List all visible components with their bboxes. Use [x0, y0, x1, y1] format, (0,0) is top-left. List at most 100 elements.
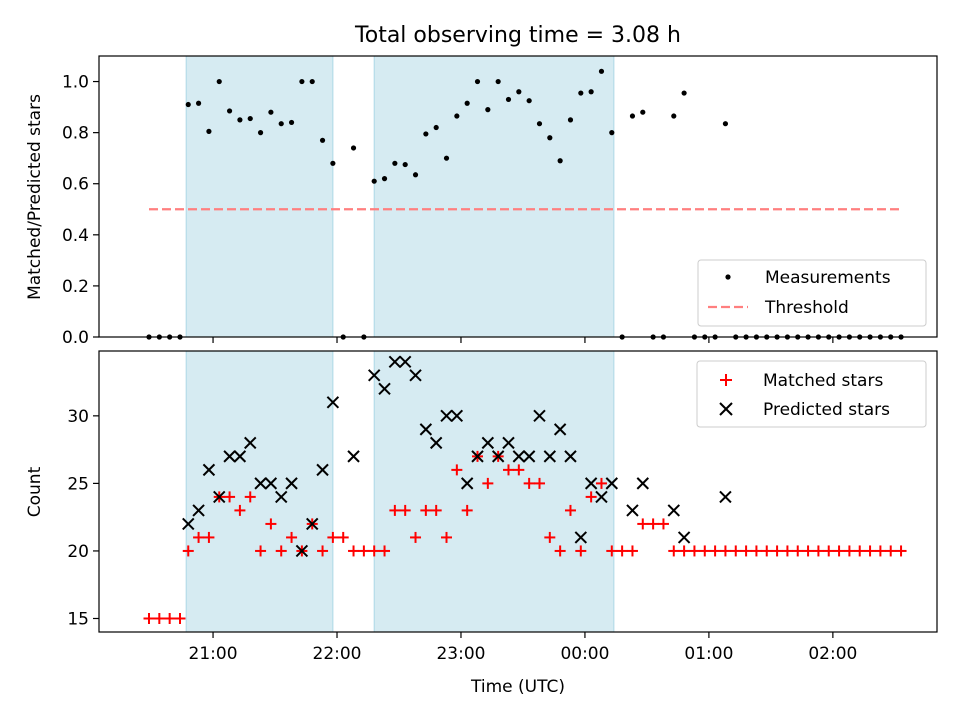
predicted-point [192, 504, 205, 517]
matched-point [874, 545, 886, 557]
y-tick-label: 0.4 [62, 226, 89, 246]
predicted-point [543, 450, 557, 463]
matched-point [265, 518, 277, 530]
matched-point [482, 477, 494, 489]
y-tick-label: 0.6 [62, 175, 89, 195]
matched-point [792, 545, 804, 557]
y-tick-label: 0.0 [62, 328, 89, 348]
matched-point [709, 545, 721, 557]
ratio-panel: 0.0 0.2 0.4 0.6 0.8 1.0 Matched/Predicted sta… [25, 55, 938, 348]
matched-point [513, 464, 525, 476]
matched-point [554, 545, 566, 557]
predicted-points [182, 355, 732, 558]
predicted-point [264, 477, 278, 490]
matched-point [812, 545, 824, 557]
matched-point [523, 477, 535, 489]
predicted-point [512, 450, 526, 463]
measurement-point [722, 121, 729, 127]
predicted-point [719, 490, 732, 504]
predicted-point [533, 409, 546, 423]
matched-point [399, 504, 411, 516]
matched-point [771, 545, 783, 557]
matched-point [461, 504, 473, 516]
measurement-point [640, 109, 646, 115]
predicted-point [553, 423, 567, 436]
measurement-point [567, 117, 574, 123]
legend-predicted-label: Predicted stars [763, 400, 890, 420]
top-x-ticks [212, 337, 834, 343]
matched-point [337, 531, 349, 543]
matched-point [441, 531, 453, 543]
matched-point [275, 545, 287, 557]
shaded-interval [185, 350, 334, 633]
matched-point [606, 545, 618, 557]
predicted-point [419, 423, 433, 436]
matched-point [533, 477, 545, 489]
matched-point [143, 612, 155, 624]
matched-point [502, 464, 514, 476]
matched-point [327, 531, 339, 543]
predicted-point [460, 477, 474, 490]
top-axes-frame [98, 55, 938, 338]
predicted-point [584, 477, 598, 490]
predicted-point [275, 490, 288, 504]
predicted-point [326, 396, 340, 409]
measurement-point [516, 89, 522, 95]
top-legend-box [697, 259, 927, 327]
legend-measurements-marker [725, 274, 731, 280]
matched-point [699, 545, 711, 557]
x-tick-label: 00:00 [560, 644, 609, 664]
predicted-point [626, 504, 639, 517]
matched-point [451, 464, 463, 476]
measurement-point [226, 108, 233, 114]
x-tick-label: 01:00 [684, 644, 733, 664]
legend-matched-marker [720, 374, 732, 386]
matched-point [348, 545, 360, 557]
measurement-point [278, 121, 284, 127]
x-tick-label: 21:00 [189, 644, 238, 664]
measurement-point [330, 160, 336, 166]
measurement-point [578, 90, 584, 96]
measurement-point [216, 78, 222, 85]
top-y-axis-label: Matched/Predicted stars [25, 94, 45, 300]
matched-point [244, 491, 256, 503]
matched-point [781, 545, 793, 557]
matched-point [595, 477, 607, 489]
measurement-point [629, 113, 636, 119]
measurement-point [454, 113, 460, 119]
x-tick-label: 22:00 [313, 644, 362, 664]
matched-point [895, 545, 907, 557]
predicted-point [502, 436, 515, 450]
shaded-interval [373, 55, 615, 338]
x-tick-label: 23:00 [436, 644, 485, 664]
matched-point [379, 545, 391, 557]
predicted-point [306, 517, 319, 531]
top-y-ticks: 0.0 0.2 0.4 0.6 0.8 1.0 [62, 73, 99, 348]
predicted-point [471, 450, 484, 463]
matched-point [761, 545, 773, 557]
measurement-point [185, 101, 191, 108]
matched-point [678, 545, 690, 557]
matched-point [864, 545, 876, 557]
matched-point [224, 491, 236, 503]
measurement-point [257, 130, 264, 136]
matched-point [657, 518, 669, 530]
measurement-point [681, 90, 687, 96]
matched-point [410, 531, 422, 543]
measurement-point [443, 155, 450, 161]
top-legend: Measurements Threshold [697, 259, 927, 327]
matched-point [616, 545, 628, 557]
measurement-point [195, 100, 202, 106]
matched-point [833, 545, 845, 557]
measurement-point [464, 100, 470, 106]
y-tick-label: 0.2 [62, 277, 89, 297]
matched-point [637, 518, 649, 530]
matched-point [317, 545, 329, 557]
measurement-point [526, 98, 532, 104]
bottom-y-ticks: 15 20 25 30 [67, 407, 99, 629]
bottom-x-ticks: 21:00 22:00 23:00 00:00 01:00 02:00 [189, 632, 857, 664]
measurement-point [309, 78, 315, 85]
y-tick-label: 25 [67, 474, 89, 494]
predicted-point [667, 504, 680, 517]
